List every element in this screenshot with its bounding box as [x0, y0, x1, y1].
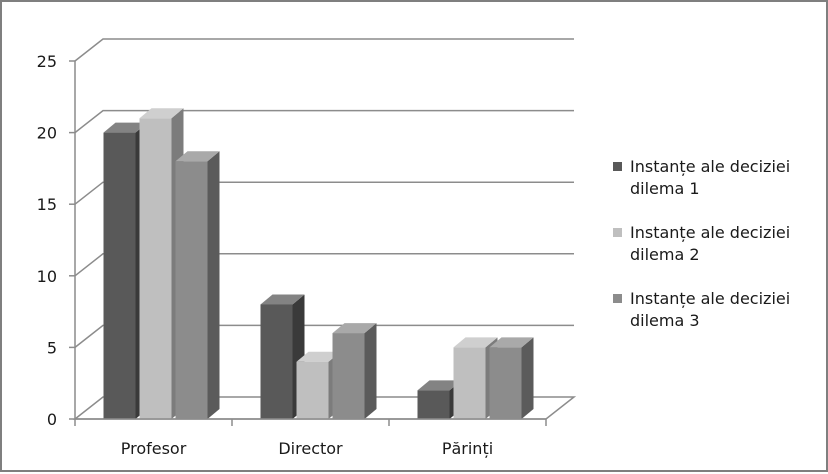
bar-front [332, 333, 365, 419]
bar-top [260, 294, 305, 305]
bar-side [364, 323, 377, 419]
x-axis-labels: Profesor Director Părinți [121, 439, 493, 458]
bar [175, 151, 220, 420]
legend-item: Instanțe ale deciziei dilema 3 [613, 289, 790, 330]
legend-label: dilema 1 [630, 179, 700, 198]
y-tick-label: 20 [37, 124, 57, 143]
bar-front [417, 390, 450, 419]
legend-label: Instanțe ale deciziei [630, 157, 790, 176]
gridlines [69, 38, 574, 420]
bar-top [453, 337, 498, 348]
legend: Instanțe ale deciziei dilema 1 Instanțe … [613, 157, 790, 330]
x-tick-label: Director [278, 439, 343, 458]
gridline [74, 253, 574, 277]
y-tick-label: 5 [47, 338, 57, 357]
y-tick-label: 10 [37, 267, 57, 286]
bar-top [332, 323, 377, 334]
bars [103, 108, 534, 420]
gridline [74, 109, 574, 134]
gridline [74, 181, 574, 205]
bar-top [175, 151, 220, 162]
x-tick-label: Părinți [442, 439, 493, 458]
bar-top [296, 351, 341, 362]
bar [489, 337, 534, 419]
bar-front [489, 347, 522, 419]
bar-front [103, 132, 136, 419]
bar-top [417, 380, 462, 391]
bar [296, 351, 341, 419]
bar-front [296, 361, 329, 419]
bar [332, 323, 377, 419]
legend-label: Instanțe ale deciziei [630, 289, 790, 308]
bar-side [521, 337, 534, 419]
legend-item: Instanțe ale deciziei dilema 1 [613, 157, 790, 198]
bar-top [139, 108, 184, 119]
legend-label: dilema 2 [630, 245, 700, 264]
y-tick-label: 25 [37, 52, 57, 71]
x-axis [74, 418, 547, 426]
bar-front [139, 118, 172, 419]
bar-top [489, 337, 534, 348]
legend-item: Instanțe ale deciziei dilema 2 [613, 223, 790, 264]
bar-top [103, 122, 148, 133]
gridline [74, 324, 574, 348]
bar-front [175, 161, 208, 420]
bar-side [207, 151, 220, 420]
gridline [74, 38, 574, 62]
bar-front [453, 347, 486, 419]
legend-label: Instanțe ale deciziei [630, 223, 790, 242]
y-tick-label: 15 [37, 195, 57, 214]
bar-front [260, 304, 293, 419]
legend-swatch-3 [613, 294, 622, 303]
legend-label: dilema 3 [630, 311, 700, 330]
x-tick-label: Profesor [121, 439, 187, 458]
y-tick-label: 0 [47, 410, 57, 429]
legend-swatch-1 [613, 162, 622, 171]
y-axis: 0 5 10 15 20 25 [37, 52, 57, 429]
legend-swatch-2 [613, 228, 622, 237]
